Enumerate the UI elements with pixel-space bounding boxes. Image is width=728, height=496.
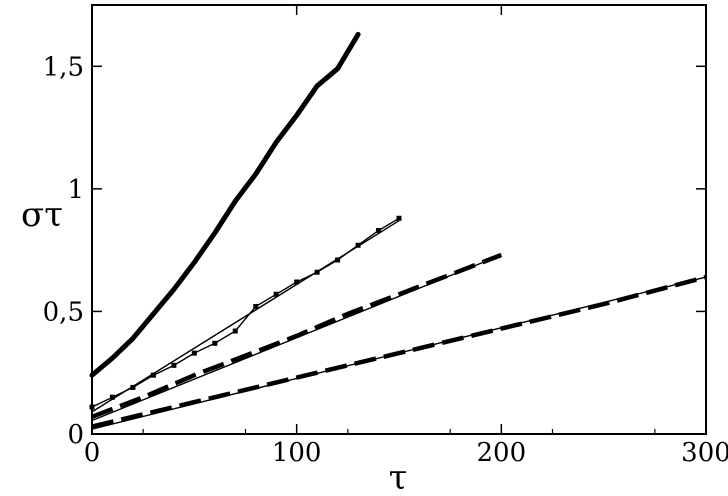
series-point bbox=[294, 279, 300, 285]
y-tick-label: 0,5 bbox=[43, 297, 84, 327]
series-point bbox=[314, 269, 320, 275]
series-point bbox=[355, 242, 361, 248]
x-tick-label: 100 bbox=[272, 438, 322, 468]
series-line-2 bbox=[91, 217, 400, 408]
series-line-1 bbox=[89, 31, 361, 378]
series-point bbox=[171, 362, 177, 368]
series-point bbox=[396, 215, 402, 221]
x-axis-label: τ bbox=[389, 458, 408, 496]
series-layer bbox=[89, 31, 707, 430]
x-tick-label: 200 bbox=[477, 438, 527, 468]
series-point bbox=[253, 304, 259, 310]
series-point bbox=[212, 340, 218, 346]
series-point bbox=[335, 257, 341, 263]
y-tick-label: 0 bbox=[67, 420, 84, 450]
series-point bbox=[109, 394, 115, 400]
series-line-3 bbox=[91, 252, 503, 419]
ticks-layer: 0 100 200 300 0 0,5 1 1,5 bbox=[43, 5, 728, 468]
series-point bbox=[191, 350, 197, 356]
series-point bbox=[130, 384, 136, 390]
series-point bbox=[273, 291, 279, 297]
y-tick-label: 1 bbox=[67, 175, 84, 205]
y-tick-label: 1,5 bbox=[43, 52, 84, 82]
x-tick-label: 0 bbox=[84, 438, 101, 468]
x-tick-label: 300 bbox=[681, 438, 728, 468]
plot-frame bbox=[91, 4, 707, 435]
series-point bbox=[150, 372, 156, 378]
series-point bbox=[376, 228, 382, 234]
series-point bbox=[232, 328, 238, 334]
series-line-4 bbox=[91, 274, 707, 429]
y-axis-label: στ bbox=[21, 195, 63, 235]
